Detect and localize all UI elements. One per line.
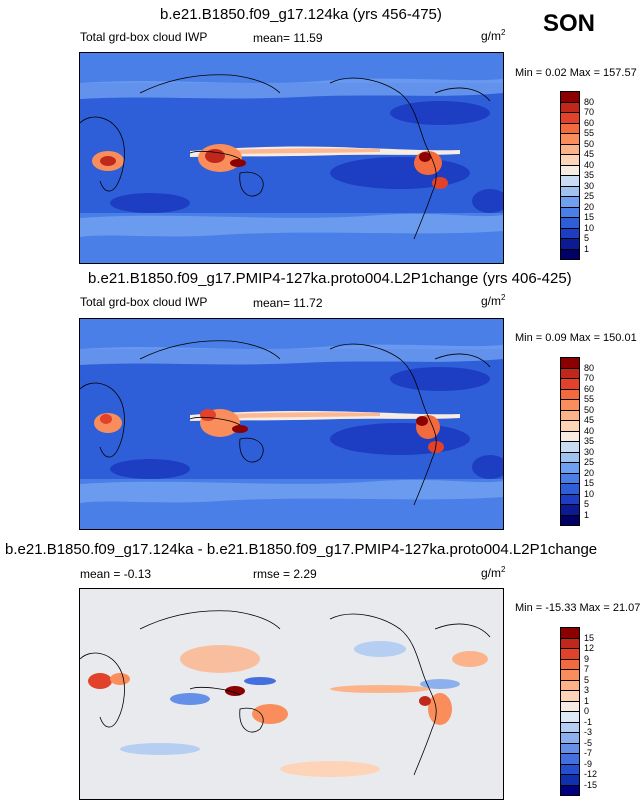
colorbar-label: 45 — [584, 415, 595, 425]
colorbar-label: 5 — [584, 674, 590, 685]
colorbar-label: -9 — [584, 758, 593, 769]
panel2-mean: mean= 11.72 — [253, 296, 323, 310]
colorbar-label: 20 — [584, 467, 595, 478]
colorbar-label: 1 — [584, 509, 590, 520]
panel2-subtitle: Total grd-box cloud IWP — [80, 295, 208, 309]
colorbar-label: 25 — [584, 191, 595, 201]
colorbar-label: 5 — [584, 233, 590, 243]
colorbar-label: 50 — [584, 138, 595, 149]
colorbar-label: 80 — [584, 96, 595, 107]
panel1-unit: g/m2 — [481, 28, 506, 43]
colorbar-label: 1 — [584, 695, 590, 706]
colorbar-label: 30 — [584, 446, 595, 457]
colorbar-label: 20 — [584, 201, 595, 212]
panel3-unit: g/m2 — [481, 565, 506, 580]
colorbar-swatch — [560, 784, 580, 796]
panel2-unit: g/m2 — [481, 293, 506, 308]
panel3-map — [79, 588, 504, 800]
colorbar-label: 5 — [584, 499, 590, 509]
colorbar-label: 15 — [584, 478, 595, 488]
panel2-colorbar: 80 70 60 55 50 45 40 35 30 25 20 15 10 5 1 — [560, 357, 610, 527]
colorbar-label: 50 — [584, 404, 595, 415]
panel1-minmax: Min = 0.02 Max = 157.57 — [515, 67, 637, 79]
colorbar-label: 45 — [584, 149, 595, 159]
colorbar-label: -1 — [584, 716, 593, 727]
season-label: SON — [543, 10, 596, 37]
panel2-minmax: Min = 0.09 Max = 150.01 — [515, 332, 637, 344]
colorbar-label: -5 — [584, 737, 593, 748]
panel3-colorbar: 15 12 9 7 5 3 1 0 -1 -3 -5 -7 -9 -12 -15 — [560, 627, 610, 797]
panel3-title: b.e21.B1850.f09_g17.124ka - b.e21.B1850.… — [5, 541, 598, 558]
colorbar-label: 30 — [584, 180, 595, 191]
colorbar-label: 15 — [584, 212, 595, 222]
colorbar-label: 1 — [584, 243, 590, 254]
colorbar-label: -3 — [584, 727, 593, 737]
panel1-title: b.e21.B1850.f09_g17.124ka (yrs 456-475) — [160, 6, 442, 23]
colorbar-label: 35 — [584, 436, 595, 446]
colorbar-label: 10 — [584, 222, 595, 233]
colorbar-label: 60 — [584, 117, 595, 128]
colorbar-label: 70 — [584, 107, 595, 117]
colorbar-swatch — [560, 514, 580, 526]
colorbar-label: 10 — [584, 488, 595, 499]
colorbar-label: -15 — [584, 779, 598, 790]
colorbar-label: 60 — [584, 383, 595, 394]
panel1-subtitle: Total grd-box cloud IWP — [80, 30, 208, 44]
colorbar-label: -12 — [584, 769, 598, 779]
panel3-mean: mean = -0.13 — [80, 567, 152, 581]
panel3-rmse: rmse = 2.29 — [253, 567, 317, 581]
panel2-title: b.e21.B1850.f09_g17.PMIP4-127ka.proto004… — [88, 270, 572, 287]
panel1-map — [79, 52, 504, 264]
colorbar-label: 40 — [584, 425, 595, 436]
panel2-map — [79, 318, 504, 530]
colorbar-label: 7 — [584, 664, 590, 674]
colorbar-swatch — [560, 248, 580, 260]
colorbar-label: 40 — [584, 159, 595, 170]
colorbar-label: 25 — [584, 457, 595, 467]
colorbar-label: 0 — [584, 706, 590, 716]
colorbar-label: 3 — [584, 685, 590, 695]
colorbar-label: 80 — [584, 362, 595, 373]
panel3-minmax: Min = -15.33 Max = 21.07 — [515, 602, 641, 614]
colorbar-label: 55 — [584, 128, 595, 138]
colorbar-label: 12 — [584, 643, 595, 653]
panel1-colorbar: 80 70 60 55 50 45 40 35 30 25 20 15 10 5 1 — [560, 91, 610, 261]
colorbar-label: 70 — [584, 373, 595, 383]
colorbar-label: 35 — [584, 170, 595, 180]
colorbar-label: 15 — [584, 632, 595, 643]
panel1-mean: mean= 11.59 — [253, 31, 323, 45]
colorbar-label: 55 — [584, 394, 595, 404]
colorbar-label: -7 — [584, 748, 593, 758]
colorbar-label: 9 — [584, 653, 590, 664]
